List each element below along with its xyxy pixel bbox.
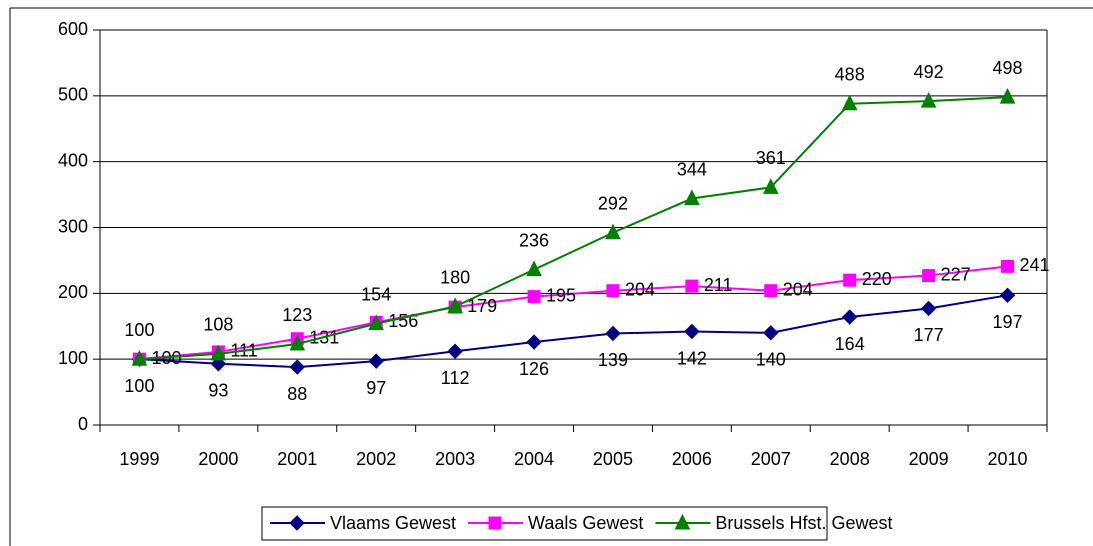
data-label: 488 — [835, 64, 865, 84]
marker — [999, 88, 1016, 104]
x-tick-label: 2003 — [435, 449, 475, 469]
marker — [1001, 259, 1015, 273]
legend-label: Waals Gewest — [528, 513, 643, 533]
marker — [674, 513, 691, 530]
x-tick-label: 2010 — [988, 449, 1028, 469]
data-label: 142 — [677, 348, 707, 368]
y-tick-label: 500 — [58, 85, 88, 105]
data-label: 180 — [440, 267, 470, 287]
y-tick-label: 600 — [58, 19, 88, 39]
legend-label: Brussels Hfst. Gewest — [715, 513, 892, 533]
marker — [920, 300, 937, 317]
data-label: 236 — [519, 230, 549, 250]
marker — [368, 314, 385, 331]
marker — [447, 343, 463, 359]
x-tick-label: 2008 — [830, 449, 870, 469]
marker — [922, 269, 936, 283]
x-tick-label: 2006 — [672, 449, 712, 469]
marker — [842, 309, 858, 325]
data-label: 108 — [203, 315, 233, 335]
marker — [920, 91, 937, 108]
y-tick-label: 100 — [58, 348, 88, 368]
marker — [763, 325, 779, 341]
x-tick-label: 2009 — [909, 449, 949, 469]
legend-label: Vlaams Gewest — [330, 513, 456, 533]
data-label: 179 — [467, 296, 497, 316]
data-label: 139 — [598, 350, 628, 370]
marker — [605, 223, 621, 240]
marker — [488, 516, 502, 530]
data-label: 241 — [1020, 255, 1050, 275]
marker — [841, 94, 858, 111]
y-tick-label: 300 — [58, 216, 88, 236]
y-tick-label: 0 — [78, 414, 88, 434]
marker — [764, 284, 778, 298]
marker — [289, 334, 306, 351]
marker — [999, 287, 1016, 304]
legend: Vlaams Gewest Waals Gewest Brussels Hfst. … — [261, 506, 892, 541]
data-label: 126 — [519, 359, 549, 379]
data-label: 211 — [704, 275, 733, 295]
x-tick-label: 2001 — [277, 449, 317, 469]
data-label: 112 — [441, 368, 470, 388]
data-label: 361 — [756, 148, 786, 168]
data-label: 344 — [677, 159, 707, 179]
data-label: 492 — [914, 62, 944, 82]
y-tick-label: 200 — [58, 282, 88, 302]
marker — [447, 297, 463, 313]
data-label: 88 — [287, 384, 307, 404]
marker — [289, 515, 305, 531]
series-line — [139, 265, 1008, 361]
data-label: 100 — [124, 320, 154, 340]
series-line — [139, 294, 1008, 369]
data-label: 204 — [625, 279, 655, 299]
data-label: 123 — [282, 305, 312, 325]
legend-box — [261, 506, 828, 541]
x-tick-label: 2000 — [198, 449, 238, 469]
data-label: 93 — [208, 381, 228, 401]
marker — [605, 325, 621, 342]
data-label: 195 — [546, 285, 576, 305]
y-tick-label: 400 — [58, 150, 88, 170]
data-label: 498 — [993, 58, 1023, 78]
marker — [526, 334, 542, 350]
marker — [684, 189, 700, 206]
data-label: 220 — [862, 269, 892, 289]
x-tick-label: 2004 — [514, 449, 554, 469]
data-label: 97 — [366, 378, 386, 398]
marker — [526, 260, 542, 277]
marker — [843, 273, 857, 287]
data-label: 164 — [835, 334, 865, 354]
marker — [606, 284, 620, 298]
marker — [527, 290, 541, 304]
marker — [684, 323, 700, 340]
marker — [289, 359, 305, 375]
data-label: 177 — [914, 325, 944, 345]
x-tick-label: 2005 — [593, 449, 633, 469]
data-label: 197 — [993, 312, 1023, 332]
data-label: 204 — [783, 279, 813, 299]
data-label: 154 — [361, 284, 391, 304]
data-label: 292 — [598, 194, 628, 214]
marker — [131, 350, 148, 366]
marker — [368, 353, 384, 369]
data-label: 140 — [756, 350, 786, 370]
marker — [762, 178, 779, 194]
x-tick-label: 2002 — [356, 449, 396, 469]
marker — [210, 344, 227, 361]
data-label: 100 — [124, 376, 154, 396]
series-line — [139, 96, 1008, 361]
marker — [685, 279, 699, 293]
data-label: 227 — [941, 264, 971, 284]
x-tick-label: 1999 — [119, 449, 159, 469]
x-tick-label: 2007 — [751, 449, 791, 469]
